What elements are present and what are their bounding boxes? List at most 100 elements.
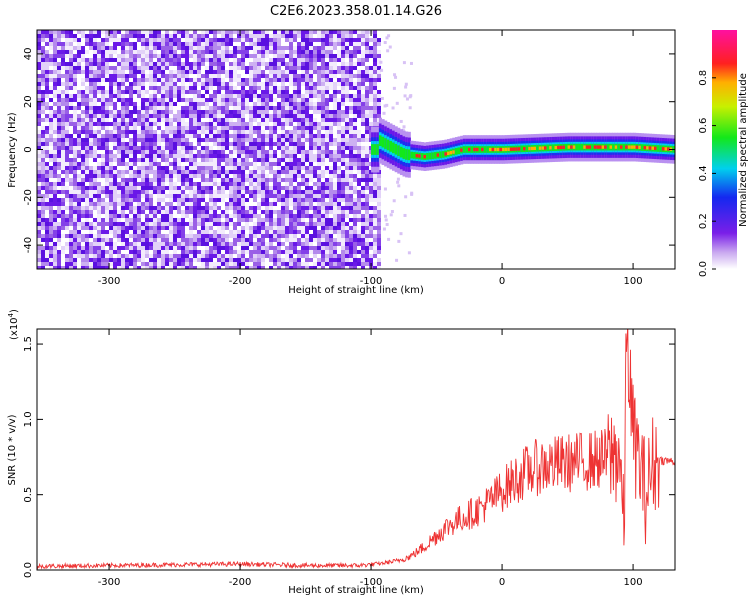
heatmap-cell <box>81 138 85 142</box>
heatmap-cell <box>105 166 109 170</box>
heatmap-cell <box>257 258 261 262</box>
heatmap-cell <box>225 42 229 46</box>
heatmap-cell <box>193 190 197 194</box>
heatmap-cell <box>105 190 109 194</box>
heatmap-cell <box>229 82 233 86</box>
heatmap-cell <box>241 166 245 170</box>
heatmap-cell <box>329 198 333 202</box>
heatmap-cell <box>245 138 249 142</box>
heatmap-cell <box>229 154 233 158</box>
heatmap-cell <box>333 142 337 146</box>
heatmap-cell <box>185 254 189 258</box>
heatmap-cell <box>193 218 197 222</box>
heatmap-cell <box>257 202 261 206</box>
heatmap-cell <box>49 226 53 230</box>
heatmap-cell <box>125 38 129 42</box>
heatmap-cell <box>201 218 205 222</box>
heatmap-cell <box>165 262 169 266</box>
heatmap-cell <box>233 66 237 70</box>
heatmap-cell <box>205 102 209 106</box>
heatmap-cell <box>69 214 73 218</box>
heatmap-cell <box>281 262 285 266</box>
heatmap-cell <box>369 38 373 42</box>
heatmap-cell <box>189 182 193 186</box>
heatmap-cell <box>237 202 241 206</box>
heatmap-cell <box>337 206 341 210</box>
heatmap-cell <box>113 102 117 106</box>
heatmap-cell <box>149 226 153 230</box>
heatmap-cell <box>169 134 173 138</box>
heatmap-cell <box>301 134 305 138</box>
heatmap-cell <box>45 238 49 242</box>
heatmap-cell <box>101 134 105 138</box>
heatmap-cell <box>369 214 373 218</box>
heatmap-cell <box>129 190 133 194</box>
heatmap-cell <box>321 210 325 214</box>
heatmap-cell <box>345 66 349 70</box>
heatmap-cell <box>49 126 53 130</box>
heatmap-cell <box>245 238 249 242</box>
heatmap-cell <box>373 226 377 230</box>
heatmap-cell <box>101 198 105 202</box>
heatmap-cell <box>253 258 257 262</box>
heatmap-cell <box>181 250 185 254</box>
heatmap-cell <box>293 186 297 190</box>
heatmap-cell <box>225 146 229 150</box>
heatmap-cell <box>149 182 153 186</box>
heatmap-cell <box>373 190 377 194</box>
heatmap-cell <box>73 166 77 170</box>
heatmap-cell <box>113 30 117 34</box>
heatmap-cell <box>125 166 129 170</box>
heatmap-cell <box>213 266 217 269</box>
heatmap-cell <box>129 250 133 254</box>
heatmap-cell <box>217 62 221 66</box>
heatmap-cell <box>97 46 101 50</box>
heatmap-cell <box>201 226 205 230</box>
heatmap-cell <box>269 158 273 162</box>
heatmap-cell <box>205 238 209 242</box>
heatmap-cell <box>41 94 45 98</box>
heatmap-cell <box>321 142 325 146</box>
heatmap-cell <box>365 238 369 242</box>
heatmap-cell <box>205 58 209 62</box>
heatmap-cell <box>329 50 333 54</box>
heatmap-cell <box>97 90 101 94</box>
heatmap-cell <box>237 66 241 70</box>
heatmap-cell <box>377 242 381 246</box>
heatmap-cell <box>57 34 61 38</box>
heatmap-cell <box>81 118 85 122</box>
heatmap-cell <box>329 30 333 34</box>
heatmap-cell <box>365 74 369 78</box>
heatmap-cell <box>357 30 361 34</box>
heatmap-cell <box>45 170 49 174</box>
heatmap-cell <box>289 82 293 86</box>
heatmap-cell <box>233 54 237 58</box>
heatmap-cell <box>185 110 189 114</box>
heatmap-cell <box>269 170 273 174</box>
heatmap-cell <box>137 194 141 198</box>
heatmap-cell <box>337 90 341 94</box>
heatmap-cell <box>209 178 213 182</box>
heatmap-cell <box>45 218 49 222</box>
heatmap-cell <box>49 118 53 122</box>
heatmap-cell <box>333 174 337 178</box>
heatmap-cell <box>245 78 249 82</box>
heatmap-cell <box>185 242 189 246</box>
heatmap-cell <box>309 190 313 194</box>
heatmap-cell <box>181 82 185 86</box>
heatmap-cell <box>377 250 381 254</box>
heatmap-cell <box>45 174 49 178</box>
heatmap-cell <box>185 246 189 250</box>
heatmap-cell <box>177 186 181 190</box>
heatmap-cell <box>97 58 101 62</box>
heatmap-cell <box>101 266 105 269</box>
heatmap-cell <box>217 82 221 86</box>
heatmap-cell <box>177 62 181 66</box>
heatmap-cell <box>289 66 293 70</box>
heatmap-cell <box>305 58 309 62</box>
heatmap-cell <box>241 30 245 34</box>
heatmap-cell <box>389 213 393 217</box>
heatmap-cell <box>145 66 149 70</box>
heatmap-cell <box>181 46 185 50</box>
heatmap-cell <box>145 254 149 258</box>
